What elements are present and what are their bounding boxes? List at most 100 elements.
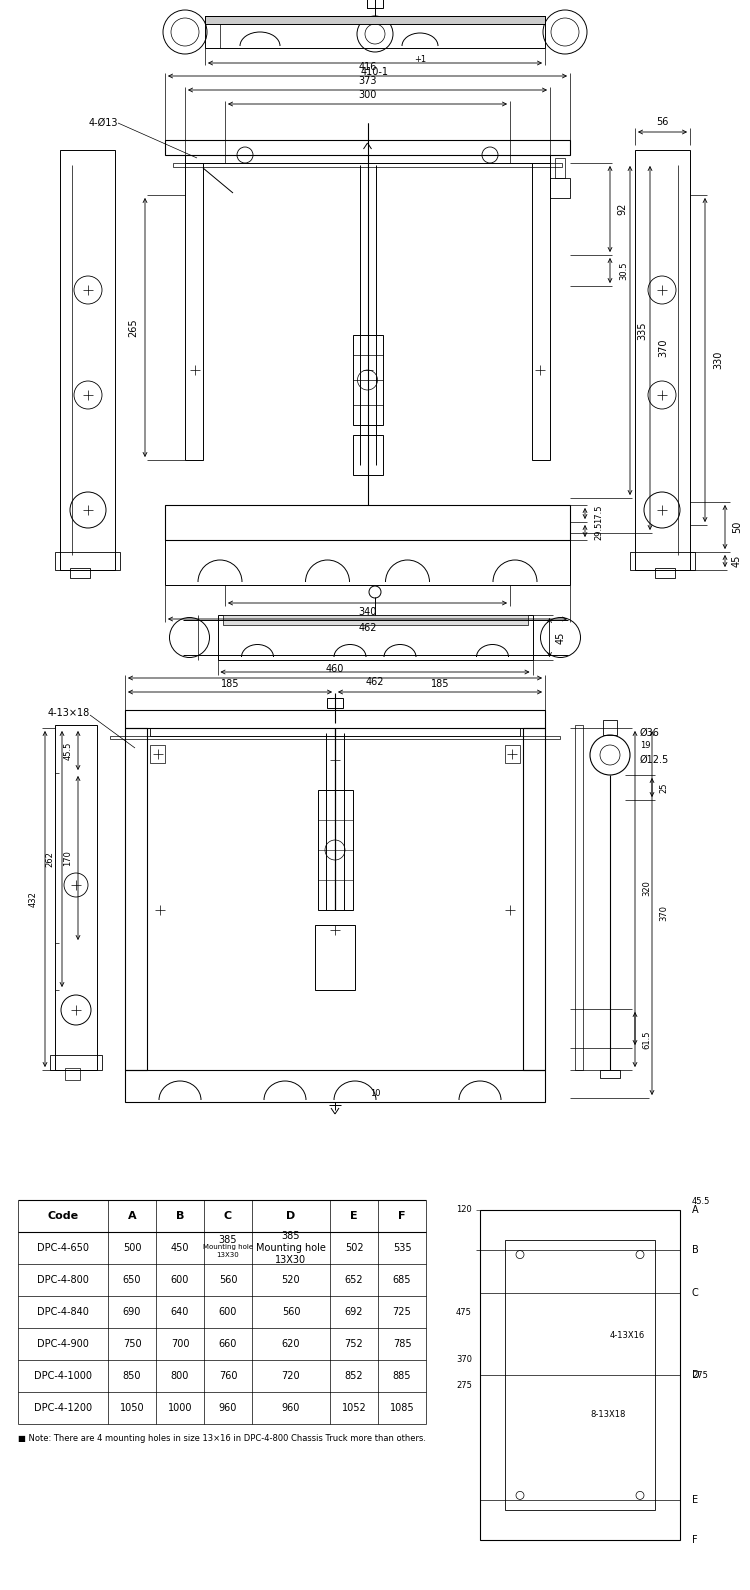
Text: Code: Code <box>47 1212 79 1221</box>
Bar <box>217 615 532 660</box>
Bar <box>205 16 545 24</box>
Bar <box>50 1056 102 1070</box>
Text: 650: 650 <box>123 1275 141 1285</box>
Text: 960: 960 <box>282 1402 300 1414</box>
Bar <box>352 436 382 475</box>
Text: 50: 50 <box>732 522 742 533</box>
Text: 660: 660 <box>219 1339 237 1348</box>
Text: E: E <box>350 1212 358 1221</box>
Bar <box>173 164 562 167</box>
Text: 535: 535 <box>393 1243 411 1253</box>
Bar <box>150 728 520 736</box>
Text: 1052: 1052 <box>341 1402 366 1414</box>
Text: 185: 185 <box>220 679 239 688</box>
Text: 600: 600 <box>219 1307 237 1317</box>
Text: 45: 45 <box>556 631 566 644</box>
Text: 502: 502 <box>345 1243 363 1253</box>
Text: DPC-4-800: DPC-4-800 <box>37 1275 89 1285</box>
Bar <box>60 149 115 569</box>
Bar <box>315 925 355 991</box>
Text: 185: 185 <box>430 679 449 688</box>
Text: 750: 750 <box>123 1339 141 1348</box>
Text: 620: 620 <box>282 1339 300 1348</box>
Text: 450: 450 <box>171 1243 189 1253</box>
Text: 692: 692 <box>345 1307 363 1317</box>
Text: 475: 475 <box>456 1309 472 1317</box>
Text: 335: 335 <box>637 321 647 340</box>
Text: 720: 720 <box>282 1371 300 1382</box>
Text: Ø12.5: Ø12.5 <box>640 755 669 765</box>
Text: 30.5: 30.5 <box>620 261 628 280</box>
Text: 462: 462 <box>358 623 376 633</box>
Text: B: B <box>692 1245 699 1255</box>
Text: 370: 370 <box>659 905 668 921</box>
Text: A: A <box>692 1205 699 1215</box>
Text: ■ Note: There are 4 mounting holes in size 13×16 in DPC-4-800 Chassis Truck more: ■ Note: There are 4 mounting holes in si… <box>18 1434 426 1444</box>
Text: C: C <box>692 1288 699 1297</box>
Text: +1: +1 <box>414 56 426 65</box>
Bar <box>185 154 550 164</box>
Bar <box>635 149 690 569</box>
Text: 275: 275 <box>456 1380 472 1390</box>
Text: 4-Ø13: 4-Ø13 <box>88 118 118 129</box>
Text: 520: 520 <box>282 1275 300 1285</box>
Text: 685: 685 <box>393 1275 411 1285</box>
Text: 850: 850 <box>123 1371 141 1382</box>
Text: DPC-4-650: DPC-4-650 <box>37 1243 89 1253</box>
Bar <box>505 746 520 763</box>
Text: 25: 25 <box>659 782 668 793</box>
Text: 4-13X16: 4-13X16 <box>610 1331 645 1340</box>
Text: 385
Mounting hole
13X30: 385 Mounting hole 13X30 <box>256 1231 326 1264</box>
Text: 29.5: 29.5 <box>595 522 604 541</box>
Text: 92: 92 <box>617 204 627 215</box>
Text: 370: 370 <box>658 339 668 358</box>
Text: 170: 170 <box>64 851 73 867</box>
Text: 61.5: 61.5 <box>643 1030 652 1049</box>
Text: B: B <box>176 1212 184 1221</box>
Text: DPC-4-900: DPC-4-900 <box>37 1339 89 1348</box>
Bar <box>550 178 570 199</box>
Text: 1085: 1085 <box>390 1402 414 1414</box>
Bar <box>352 335 382 425</box>
Bar <box>555 157 565 178</box>
Bar <box>480 1210 680 1541</box>
Text: 640: 640 <box>171 1307 189 1317</box>
Text: 330: 330 <box>713 351 723 369</box>
Text: 1000: 1000 <box>168 1402 192 1414</box>
Bar <box>523 728 545 1070</box>
Text: 462: 462 <box>366 677 384 687</box>
Text: DPC-4-840: DPC-4-840 <box>37 1307 89 1317</box>
Bar <box>655 568 675 579</box>
Bar <box>205 16 545 48</box>
Bar <box>165 541 570 585</box>
Text: C: C <box>224 1212 232 1221</box>
Bar <box>630 552 695 569</box>
Text: 560: 560 <box>282 1307 300 1317</box>
Text: 410-1: 410-1 <box>361 67 389 76</box>
Text: 690: 690 <box>123 1307 141 1317</box>
Bar <box>223 615 527 625</box>
Text: 275: 275 <box>692 1371 708 1380</box>
Text: E: E <box>692 1496 698 1506</box>
Text: 416: 416 <box>358 62 376 72</box>
Text: 560: 560 <box>219 1275 237 1285</box>
Text: 1050: 1050 <box>120 1402 144 1414</box>
Bar <box>317 790 352 909</box>
Text: 852: 852 <box>345 1371 363 1382</box>
Text: F: F <box>692 1534 698 1545</box>
Text: 4-13×18: 4-13×18 <box>48 708 90 719</box>
Text: 45.5: 45.5 <box>64 741 73 760</box>
Text: 8-13X18: 8-13X18 <box>590 1410 626 1420</box>
Text: 340: 340 <box>358 607 376 617</box>
Text: 45: 45 <box>732 555 742 568</box>
Text: D: D <box>692 1371 700 1380</box>
Text: 600: 600 <box>171 1275 189 1285</box>
Text: 10: 10 <box>370 1089 380 1099</box>
Text: 725: 725 <box>393 1307 411 1317</box>
Text: 385: 385 <box>219 1235 237 1245</box>
Text: 265: 265 <box>128 318 138 337</box>
Text: 120: 120 <box>456 1205 472 1215</box>
Text: 752: 752 <box>344 1339 363 1348</box>
Text: Ø36: Ø36 <box>640 728 660 738</box>
Text: DPC-4-1000: DPC-4-1000 <box>34 1371 92 1382</box>
